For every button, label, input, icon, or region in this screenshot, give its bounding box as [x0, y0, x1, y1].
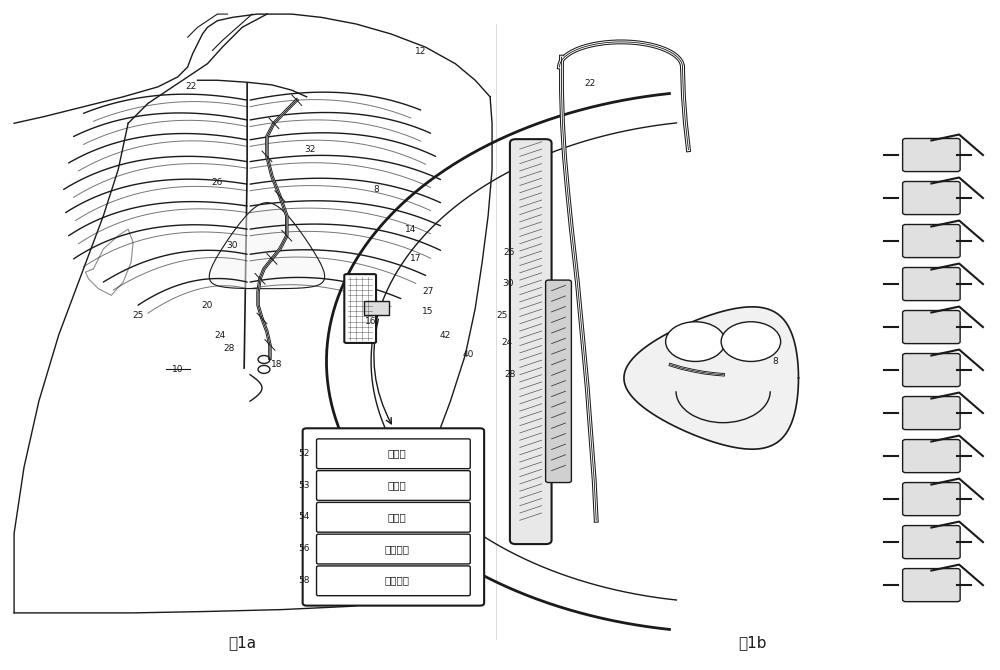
Polygon shape — [624, 307, 798, 449]
FancyBboxPatch shape — [344, 274, 376, 343]
Text: 8: 8 — [373, 185, 379, 194]
FancyBboxPatch shape — [903, 569, 960, 602]
Text: 42: 42 — [440, 330, 451, 340]
FancyBboxPatch shape — [903, 139, 960, 172]
Text: 25: 25 — [132, 311, 144, 320]
FancyBboxPatch shape — [903, 397, 960, 429]
Text: 53: 53 — [298, 480, 310, 490]
Text: 24: 24 — [215, 330, 226, 340]
FancyBboxPatch shape — [510, 139, 552, 544]
FancyBboxPatch shape — [317, 534, 470, 564]
Text: 28: 28 — [504, 371, 516, 379]
Text: 存储器: 存储器 — [388, 480, 407, 490]
FancyBboxPatch shape — [903, 525, 960, 559]
Text: 32: 32 — [304, 145, 315, 154]
Text: 12: 12 — [415, 48, 426, 56]
Text: 28: 28 — [224, 344, 235, 352]
Text: 54: 54 — [298, 513, 310, 521]
Circle shape — [721, 322, 781, 362]
FancyBboxPatch shape — [317, 502, 470, 532]
FancyBboxPatch shape — [903, 440, 960, 472]
FancyBboxPatch shape — [903, 310, 960, 344]
FancyBboxPatch shape — [903, 224, 960, 257]
Text: 56: 56 — [298, 544, 310, 553]
FancyBboxPatch shape — [317, 439, 470, 468]
Bar — [364, 301, 389, 315]
Text: 处理器: 处理器 — [388, 448, 407, 458]
Text: 显示器: 显示器 — [388, 512, 407, 522]
Text: 15: 15 — [422, 308, 433, 316]
Text: 30: 30 — [227, 241, 238, 250]
FancyBboxPatch shape — [903, 267, 960, 301]
Text: 14: 14 — [405, 224, 416, 234]
Text: 52: 52 — [298, 449, 310, 458]
Text: 10: 10 — [172, 364, 183, 374]
FancyBboxPatch shape — [317, 566, 470, 596]
FancyBboxPatch shape — [903, 482, 960, 516]
Text: 24: 24 — [501, 338, 513, 348]
FancyBboxPatch shape — [546, 280, 571, 482]
Text: 58: 58 — [298, 576, 310, 585]
Polygon shape — [209, 202, 325, 289]
Text: 22: 22 — [185, 82, 196, 91]
FancyBboxPatch shape — [903, 182, 960, 214]
Text: 18: 18 — [271, 360, 283, 369]
FancyBboxPatch shape — [303, 428, 484, 606]
Circle shape — [666, 322, 725, 362]
Text: 30: 30 — [502, 279, 514, 288]
Text: 17: 17 — [410, 255, 421, 263]
Text: 图1a: 图1a — [228, 635, 256, 650]
Text: 16: 16 — [365, 318, 377, 326]
Text: 用户接口: 用户接口 — [385, 544, 410, 553]
Text: 遥测单元: 遥测单元 — [385, 576, 410, 586]
Text: 图1b: 图1b — [739, 635, 767, 650]
Text: 27: 27 — [422, 287, 433, 297]
Text: 22: 22 — [585, 79, 596, 88]
Text: 25: 25 — [496, 311, 508, 320]
FancyBboxPatch shape — [317, 470, 470, 500]
Text: 26: 26 — [503, 248, 515, 257]
FancyBboxPatch shape — [903, 354, 960, 387]
Text: 40: 40 — [463, 350, 474, 359]
Text: 26: 26 — [212, 178, 223, 188]
Text: 8: 8 — [773, 357, 779, 366]
Text: 20: 20 — [202, 301, 213, 310]
